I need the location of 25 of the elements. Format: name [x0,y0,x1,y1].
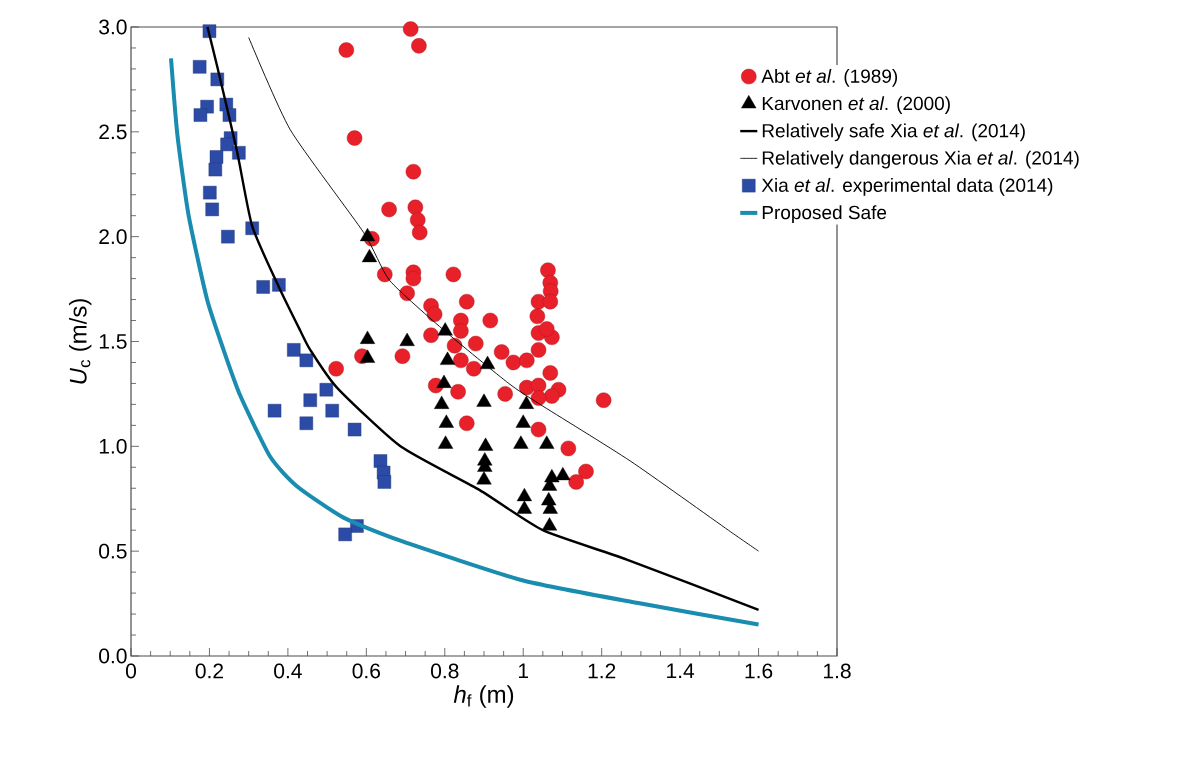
x-tick-label: 0.4 [274,663,302,679]
x-tick-label: 1.2 [588,663,616,679]
legend-label: Abt et al. (1989) [761,68,898,87]
y-axis-title: U$_{c}$ (m/s) [69,299,92,384]
y-tick-label: 3.0 [99,19,127,35]
y-tick-label: 0.5 [99,543,127,559]
legend-label: Karvonen et al. (2000) [762,96,950,114]
x-tick-label: 1.8 [824,663,851,679]
legend-label: Relatively safe Xia et al. (2014) [762,123,1025,142]
y-tick-label: 1.5 [99,334,127,349]
x-tick-label: 0.2 [195,663,223,679]
legend-label: Proposed Safe [762,205,887,223]
y-tick-label: 0.0 [99,648,127,664]
x-tick-label: 0.8 [431,663,459,679]
x-tick-label: 1.4 [667,663,695,678]
x-tick-label: 0 [125,663,137,679]
y-tick-label: 2.5 [99,124,127,140]
x-tick-label: 0.6 [352,663,381,679]
legend-label: Xia et al. experimental data (2014) [761,178,1053,196]
legend-label: Relatively dangerous Xia et al. (2014) [762,150,1079,169]
x-tick-label: 1 [518,663,529,678]
y-tick-label: 1.0 [99,438,127,454]
y-tick-label: 2.0 [99,229,127,245]
x-axis-title: h$_{f}$ (m) [453,685,514,708]
x-tick-label: 1.6 [745,663,773,679]
